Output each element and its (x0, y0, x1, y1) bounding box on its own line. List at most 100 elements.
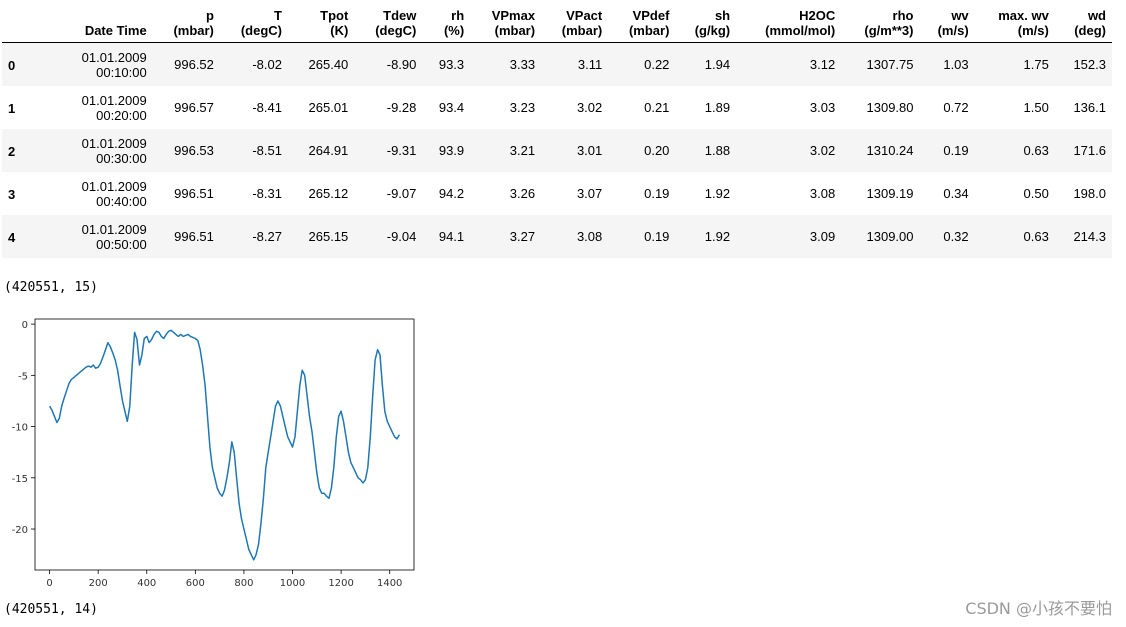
table-cell: 93.3 (438, 57, 465, 72)
table-cell: 996.51 (174, 229, 214, 244)
table-cell: 3.03 (809, 100, 836, 115)
row-index: 4 (8, 230, 16, 245)
table-cell: 3.02 (809, 143, 836, 158)
x-tick-label: 800 (234, 578, 253, 589)
table-row: 0 01.01.2009 00:10:00 996.52 -8.02 265.40 -8.9… (2, 42, 1112, 87)
table-cell: 1.03 (943, 57, 969, 72)
date-text: 01.01.2009 (81, 221, 147, 237)
table-row: 3 01.01.2009 00:40:00 996.51 -8.31 265.12 -9.0… (2, 172, 1112, 215)
table-cell: 1.92 (704, 186, 731, 201)
table-header: Date Time p (mbar) T (degC) Tpot (K) Tdew (degC)… (2, 2, 1112, 43)
table-cell: 0.21 (644, 100, 670, 115)
column-name: wd (1087, 8, 1106, 23)
table-cell: 93.9 (438, 143, 465, 158)
column-header: Tdew (degC) (354, 2, 423, 43)
column-name: H2OC (799, 8, 836, 23)
column-name: sh (714, 8, 731, 23)
row-index: 1 (8, 101, 16, 116)
column-unit: (m/s) (1017, 23, 1049, 38)
table-cell: -9.31 (386, 143, 417, 158)
y-tick-label: 0 (22, 320, 28, 331)
date-text: 01.01.2009 (81, 92, 147, 108)
x-tick-label: 1000 (280, 578, 305, 589)
date-time-cell: 01.01.2009 00:20:00 (54, 86, 153, 129)
output-shape-2: (420551, 14) (4, 602, 98, 617)
table-row: 2 01.01.2009 00:30:00 996.53 -8.51 264.91 -9.3… (2, 129, 1112, 172)
table-row: 4 01.01.2009 00:50:00 996.51 -8.27 265.15 -9.0… (2, 215, 1112, 258)
column-name: VPact (566, 8, 603, 23)
column-header: rho (g/m**3) (841, 2, 920, 43)
table-cell: 1309.19 (866, 186, 914, 201)
table-cell: 0.19 (943, 143, 969, 158)
column-unit: (deg) (1074, 23, 1106, 38)
column-header: wd (deg) (1054, 2, 1112, 43)
column-name: VPmax (491, 8, 536, 23)
table-cell: -9.28 (386, 100, 417, 115)
x-tick-label: 1400 (377, 578, 402, 589)
column-name: Tdew (383, 8, 417, 23)
column-unit: (%) (443, 23, 465, 38)
table-cell: 3.23 (509, 100, 536, 115)
row-index: 2 (8, 144, 16, 159)
column-name: T (274, 8, 282, 23)
y-tick-label: -10 (12, 423, 28, 434)
plot-frame (34, 318, 415, 571)
column-header: max. wv (m/s) (974, 2, 1055, 43)
date-text: 01.01.2009 (81, 49, 147, 65)
table-row: 1 01.01.2009 00:20:00 996.57 -8.41 265.01 -9.2… (2, 86, 1112, 129)
column-unit: (mbar) (173, 23, 214, 38)
column-header: VPact (mbar) (541, 2, 609, 43)
table-cell: -8.31 (252, 186, 282, 201)
table-cell: 265.40 (308, 57, 349, 72)
table-cell: 3.21 (509, 143, 536, 158)
column-name: rh (451, 8, 465, 23)
column-name: VPdef (632, 8, 670, 23)
table-cell: 0.19 (644, 229, 670, 244)
column-name: max. wv (998, 8, 1049, 23)
table-cell: -8.41 (252, 100, 282, 115)
table-cell: 1309.00 (866, 229, 914, 244)
table-cell: 265.12 (308, 186, 349, 201)
table-cell: 1.92 (704, 229, 731, 244)
y-tick-label: -20 (12, 525, 28, 536)
table-cell: 0.63 (1023, 143, 1049, 158)
table-cell: 198.0 (1073, 186, 1106, 201)
table-cell: 1309.80 (866, 100, 914, 115)
table-cell: 1.89 (704, 100, 731, 115)
y-axis: 0 -5 -10 -15 -20 (12, 320, 35, 536)
index-header (2, 2, 54, 43)
table-cell: -9.07 (386, 186, 417, 201)
table-cell: 3.33 (509, 57, 536, 72)
column-header: p (mbar) (152, 2, 220, 43)
y-tick-label: -5 (18, 371, 28, 382)
date-time-cell: 01.01.2009 00:10:00 (54, 43, 153, 87)
column-unit: (mbar) (561, 23, 603, 38)
table-body: 0 01.01.2009 00:10:00 996.52 -8.02 265.40 -8.9… (2, 42, 1112, 258)
time-text: 00:50:00 (96, 236, 147, 252)
table-cell: -8.02 (252, 57, 282, 72)
time-text: 00:10:00 (96, 64, 147, 80)
column-name: p (205, 8, 214, 23)
date-text: 01.01.2009 (81, 135, 147, 151)
table-cell: 0.20 (644, 143, 670, 158)
table-cell: 1.94 (704, 57, 731, 72)
column-header: Tpot (K) (287, 2, 355, 43)
x-tick-label: 600 (186, 578, 205, 589)
column-header: H2OC (mmol/mol) (736, 2, 842, 43)
table-cell: 0.72 (943, 100, 969, 115)
column-unit: (g/m**3) (864, 23, 914, 38)
x-tick-label: 1200 (328, 578, 353, 589)
dataframe-table: Date Time p (mbar) T (degC) Tpot (K) Tdew (degC)… (2, 2, 1112, 258)
time-text: 00:20:00 (96, 107, 147, 123)
table-cell: 136.1 (1073, 100, 1106, 115)
x-tick-label: 200 (89, 578, 108, 589)
table-cell: -8.90 (386, 57, 417, 72)
table-cell: 265.15 (308, 229, 349, 244)
table-cell: 94.1 (438, 229, 465, 244)
table-cell: 1.75 (1023, 57, 1049, 72)
table-cell: 996.51 (174, 186, 214, 201)
table-cell: 93.4 (438, 100, 465, 115)
column-header: rh (%) (422, 2, 471, 43)
time-text: 00:30:00 (96, 150, 147, 166)
x-tick-label: 0 (46, 578, 52, 589)
